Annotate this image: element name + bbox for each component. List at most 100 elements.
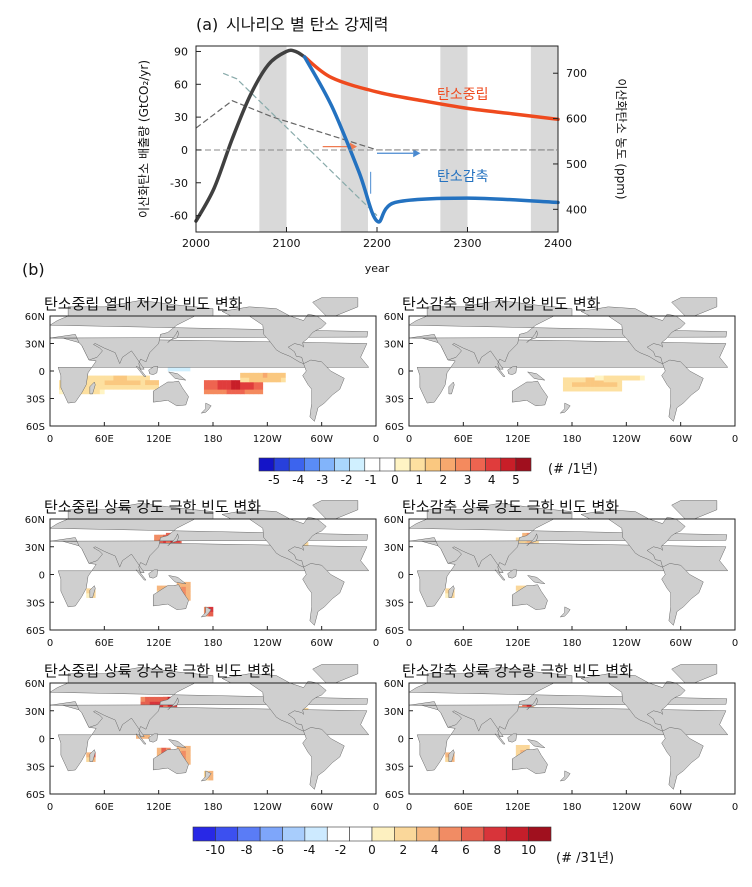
map-cell [136,375,141,381]
map-cell [258,380,264,386]
map-cell [113,375,119,381]
land-mass [526,739,546,749]
land-mass [494,365,506,377]
map-cell [490,380,496,386]
land-mass [302,727,345,790]
lat-tick-label: 0 [39,367,45,378]
colorbar-1-tick-label: -1 [365,473,377,487]
colorbar-2-swatch [416,826,440,842]
map-cell [476,384,482,390]
map-cell [95,375,101,381]
map-cell [576,382,582,387]
map-cell [176,745,182,751]
map-cell [122,384,128,390]
map-cell [208,775,214,781]
lat-tick-label: 30N [25,340,45,351]
lon-tick-label: 60W [669,434,692,445]
land-mass [526,697,538,711]
map-cell [86,384,92,390]
land-mass [167,697,179,711]
colorbar-1-swatch [273,457,290,472]
map-cell [99,380,105,386]
map-cell [208,380,214,386]
land-mass [148,569,159,579]
colorbar-1-swatch [424,457,441,472]
map-cell [86,593,92,598]
map-cell [231,380,236,386]
map-cell [140,701,146,707]
map-cell [95,389,101,395]
lon-tick-label: 60E [454,434,473,445]
land-mass [408,300,728,370]
map-cell [240,380,245,386]
lat-tick-label: 30S [385,762,404,773]
land-mass [49,300,369,370]
land-mass [671,500,718,520]
map-cell [485,384,491,390]
land-mass [200,770,212,782]
map-cell [154,701,159,707]
map-cell [108,375,114,381]
map-cell [203,380,209,386]
map-cell [158,539,164,545]
colorbar-2-swatch [461,826,485,842]
map-cell [258,384,264,390]
map-cell [524,744,530,750]
map-title-2: 탄소감축 열대 저기압 빈도 변화 [402,295,601,313]
map-cell [240,389,245,395]
land-mass [167,739,187,749]
map-cell [154,534,159,540]
colorbar-2-tick-label: -4 [303,843,315,857]
map-cell [253,380,259,386]
map-cell [185,581,191,587]
lon-tick-label: 0 [732,434,738,445]
colorbar-2-swatch [483,826,507,842]
map-cell [181,745,187,751]
lat-tick-label: 30N [384,340,404,351]
map-cell [185,591,191,597]
colorbar-1-swatch [288,457,305,472]
lon-tick-label: 180 [203,434,222,445]
map-cell [222,380,227,386]
map-cell [86,588,92,594]
map-cell [581,386,586,392]
colorbar-1-swatch [394,457,411,472]
colorbar-1-tick-label: 5 [512,473,520,487]
land-mass [511,584,548,610]
map-title-1: 탄소중립 열대 저기압 빈도 변화 [44,295,243,313]
map-cell [303,542,309,548]
colorbar-1-tick-label: 3 [464,473,472,487]
land-mass [408,503,728,573]
lon-tick-label: 0 [732,802,738,813]
map-cell [621,375,627,381]
map-cell [276,377,282,383]
lat-tick-label: 30N [25,707,45,718]
map-cell [253,377,259,383]
map-cell [181,750,187,756]
colorbar-1-tick-label: 0 [391,473,399,487]
lon-tick-label: 0 [47,638,53,649]
land-mass [49,503,369,573]
colorbar-1-tick-label: -5 [268,473,280,487]
map-cell [258,389,264,395]
land-mass [661,359,704,422]
map-cell [280,377,286,383]
map-cell [603,386,609,392]
lon-tick-label: 0 [406,434,412,445]
lon-tick-label: 60E [454,638,473,649]
land-mass [661,563,704,626]
colorbar-2-tick-label: -6 [272,843,284,857]
land-mass [135,365,147,377]
land-mass [221,509,327,568]
lon-tick-label: 180 [562,638,581,649]
map-cell [481,380,487,386]
map-cell [226,389,232,395]
colorbar-1-swatch [409,457,426,472]
map-cell [253,372,259,378]
map-cell [458,380,464,386]
map-cell [181,581,187,587]
colorbar-1-swatch [470,457,486,472]
land-mass [167,371,187,381]
map-cell [145,696,150,702]
